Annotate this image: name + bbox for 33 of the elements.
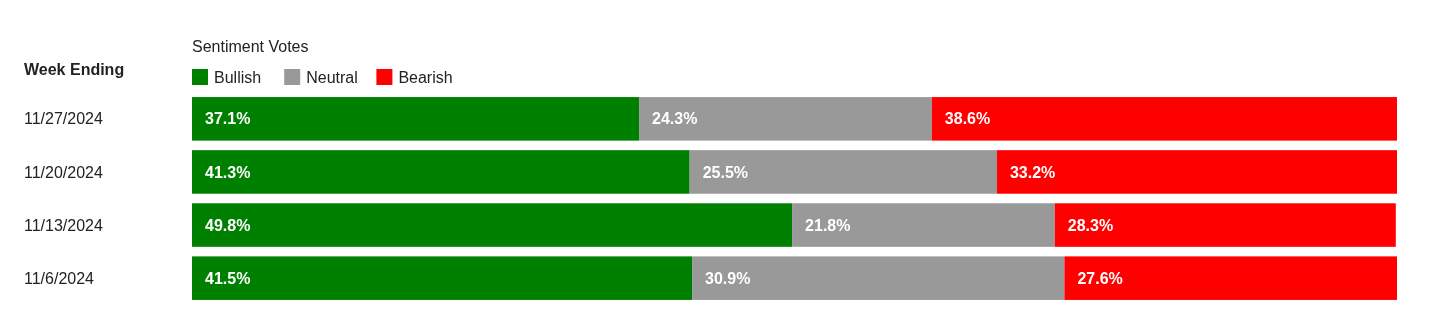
bar [1054, 203, 1396, 247]
data-label: 24.3% [652, 110, 698, 128]
bar [1064, 256, 1397, 300]
legend-title: Sentiment Votes [192, 38, 309, 55]
data-label: 33.2% [1009, 163, 1056, 181]
bar [792, 203, 1055, 247]
data-label: 27.6% [1077, 269, 1123, 287]
bar [692, 256, 1065, 300]
data-label: 28.3% [1067, 216, 1114, 234]
legend-label: Neutral [306, 68, 358, 86]
y-axis-title: Week Ending [24, 61, 125, 78]
data-label: 21.8% [805, 216, 851, 234]
data-label: 41.5% [205, 269, 251, 287]
legend-label: Bullish [214, 68, 262, 86]
bar [192, 203, 793, 247]
y-tick-label: 11/20/2024 [24, 163, 103, 181]
data-label: 30.9% [705, 269, 751, 287]
y-tick-label: 11/13/2024 [24, 216, 103, 234]
bar [192, 97, 640, 141]
data-label: 37.1% [205, 110, 251, 128]
y-tick-label: 11/27/2024 [24, 110, 103, 128]
bar [639, 97, 932, 141]
y-tick-label: 11/6/2024 [24, 269, 95, 287]
data-label: 49.8% [205, 216, 251, 234]
bar [192, 150, 690, 194]
data-label: 41.3% [205, 163, 251, 181]
data-label: 25.5% [702, 163, 749, 181]
data-label: 38.6% [944, 110, 991, 128]
bar [931, 97, 1397, 141]
bar [192, 256, 693, 300]
bar [996, 150, 1397, 194]
legend-label: Bearish [398, 68, 453, 86]
bar [689, 150, 997, 194]
